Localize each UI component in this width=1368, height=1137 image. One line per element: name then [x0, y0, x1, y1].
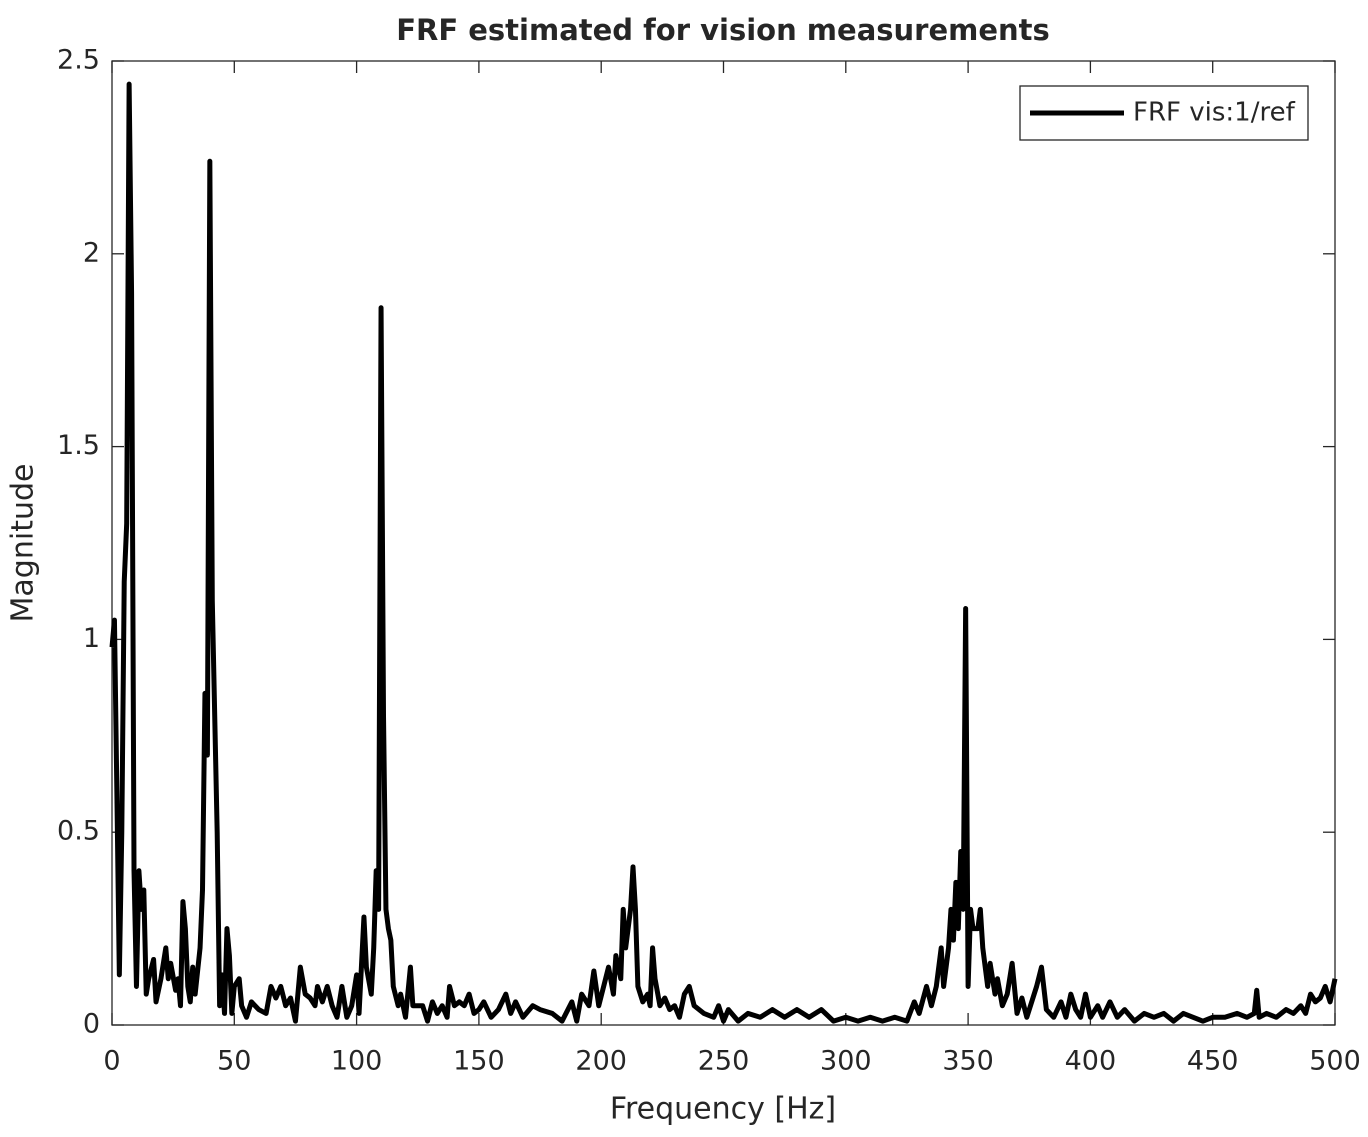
x-tick-label: 300	[820, 1046, 872, 1077]
y-tick-label: 2.5	[57, 45, 100, 76]
y-tick-label: 0.5	[57, 816, 100, 847]
x-tick-label: 450	[1187, 1046, 1239, 1077]
x-tick-label: 0	[103, 1046, 120, 1077]
x-tick-label: 50	[217, 1046, 251, 1077]
plot-area	[111, 60, 1336, 1026]
x-tick-label: 150	[453, 1046, 505, 1077]
legend-label: FRF vis:1/ref	[1133, 98, 1296, 128]
x-tick-label: 200	[575, 1046, 627, 1077]
x-tick-label: 250	[698, 1046, 750, 1077]
chart-title: FRF estimated for vision measurements	[396, 13, 1050, 47]
x-tick-label: 400	[1065, 1046, 1117, 1077]
x-tick-label: 500	[1309, 1046, 1361, 1077]
x-tick-label: 100	[331, 1046, 383, 1077]
y-tick-label: 2	[83, 237, 100, 268]
y-axis-label: Magnitude	[6, 464, 41, 623]
y-tick-label: 1.5	[57, 430, 100, 461]
data-line	[109, 81, 1338, 1024]
x-tick-label: 350	[942, 1046, 994, 1077]
x-axis-label: Frequency [Hz]	[610, 1092, 836, 1127]
y-tick-label: 0	[83, 1009, 100, 1040]
y-tick-label: 1	[83, 623, 100, 654]
